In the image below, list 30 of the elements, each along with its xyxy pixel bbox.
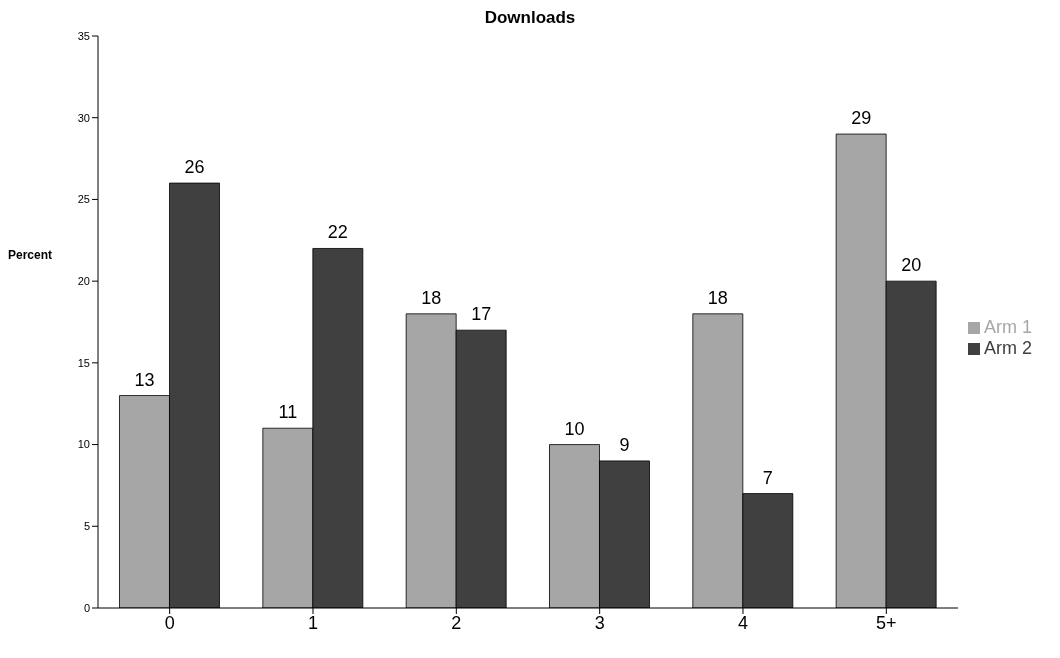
data-label: 26: [184, 157, 205, 178]
data-label: 18: [421, 287, 442, 308]
y-tick-label: 20: [77, 275, 90, 288]
data-label: 9: [619, 434, 630, 455]
y-tick-label: 5: [83, 520, 90, 533]
data-label: 7: [762, 467, 773, 488]
y-tick-label: 35: [77, 29, 90, 42]
x-tick-label: 2: [451, 612, 462, 633]
data-label: 11: [278, 402, 298, 423]
data-label: 18: [707, 287, 728, 308]
y-axis-title: Percent: [8, 248, 53, 262]
chart-title: Downloads: [483, 8, 577, 28]
y-tick-label: 30: [77, 111, 90, 124]
legend-label: Arm 2: [983, 338, 1032, 358]
x-tick-label: 0: [164, 612, 175, 633]
x-tick-label: 4: [737, 612, 748, 633]
data-label: 22: [327, 222, 348, 243]
data-label: 10: [564, 418, 585, 439]
x-tick-label: 1: [307, 612, 318, 633]
x-tick-label: 3: [594, 612, 605, 633]
y-tick-label: 15: [77, 356, 90, 369]
data-label: 13: [134, 369, 155, 390]
legend-label: Arm 1: [983, 317, 1032, 337]
y-tick-label: 25: [77, 193, 90, 206]
data-label: 20: [901, 255, 922, 276]
data-label: 17: [471, 304, 492, 325]
y-tick-label: 0: [83, 601, 90, 614]
data-label: 29: [851, 108, 872, 129]
y-tick-label: 10: [77, 438, 90, 451]
x-tick-label: 5+: [876, 612, 897, 633]
